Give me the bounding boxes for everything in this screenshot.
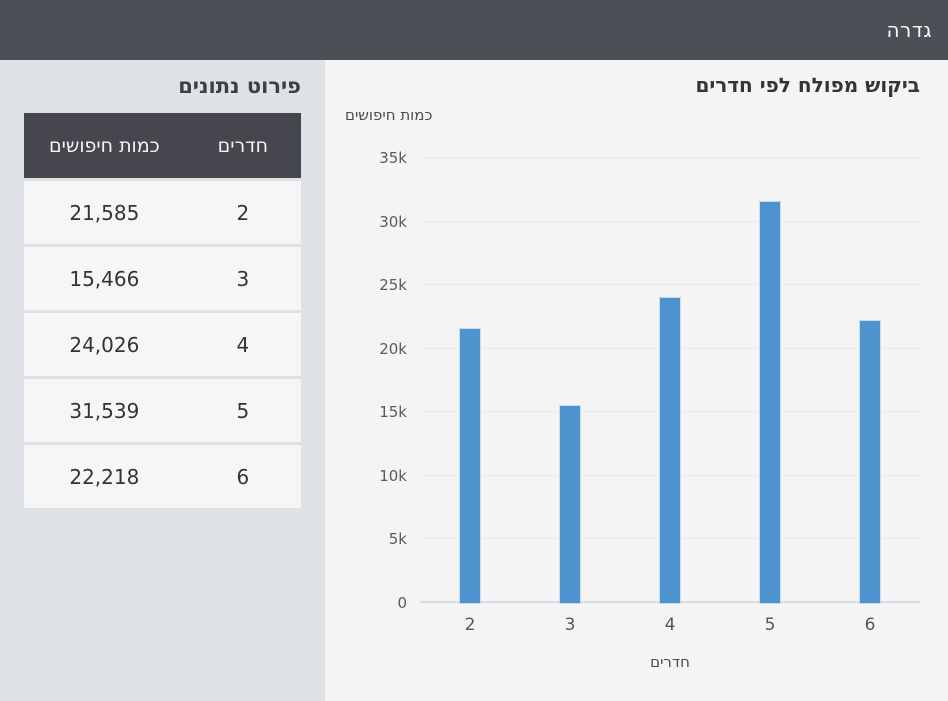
x-tick-label: 6: [864, 615, 876, 635]
table-row: 3 15,466: [24, 247, 301, 310]
cell-rooms: 3: [236, 266, 250, 291]
gridline: [420, 157, 920, 158]
column-header-rooms: חדרים: [217, 134, 269, 157]
y-tick-label: 20k: [379, 339, 407, 358]
table-row: 5 31,539: [24, 379, 301, 442]
cell-rooms: 4: [236, 332, 250, 357]
top-bar: גדרה: [0, 0, 948, 60]
x-tick-label: 5: [764, 615, 776, 635]
gridline: [420, 220, 920, 222]
table-header-row: חדרים כמות חיפושים: [24, 113, 301, 178]
y-tick-label: 25k: [379, 276, 407, 295]
data-table-body: 2 21,585 3 15,466 4 24,026 5 31,539 6 22,218: [24, 181, 301, 508]
y-tick-label: 5k: [388, 530, 407, 549]
bar-rooms-5[interactable]: [760, 202, 780, 603]
y-tick-label: 15k: [379, 403, 407, 422]
bar-chart-plot: 0 5k 10k 15k 20k 25k 30k 35k 2 3 4 5 6: [379, 149, 920, 635]
cell-searches: 22,218: [69, 464, 140, 489]
y-axis-label: כמות חיפושים: [345, 106, 433, 124]
cell-rooms: 5: [236, 398, 250, 423]
cell-searches: 21,585: [69, 200, 140, 225]
main-content: פירוט נתונים חדרים כמות חיפושים 2 21,585 3…: [0, 60, 948, 701]
y-tick-label: 0: [397, 594, 407, 612]
y-tick-label: 10k: [379, 466, 407, 485]
data-panel-title: פירוט נתונים: [178, 74, 301, 98]
x-tick-label: 3: [564, 615, 576, 635]
x-tick-label: 4: [664, 615, 676, 635]
chart-title: ביקוש מפולח לפי חדרים: [695, 73, 920, 97]
table-row: 6 22,218: [24, 445, 301, 508]
bar-rooms-2[interactable]: [460, 328, 480, 603]
y-tick-label: 35k: [379, 149, 407, 167]
x-axis-label: חדרים: [650, 653, 690, 671]
data-table: חדרים כמות חיפושים 2 21,585 3 15,466 4 24,026…: [24, 113, 301, 508]
table-row: 4 24,026: [24, 313, 301, 376]
cell-rooms: 6: [236, 464, 250, 489]
chart-panel: ביקוש מפולח לפי חדרים כמות חיפושים 0 5k 10…: [325, 60, 948, 701]
cell-searches: 31,539: [69, 398, 140, 423]
gridline: [420, 284, 920, 286]
table-row: 2 21,585: [24, 181, 301, 244]
x-tick-label: 2: [464, 615, 476, 635]
data-panel: פירוט נתונים חדרים כמות חיפושים 2 21,585 3…: [0, 60, 325, 701]
bar-rooms-3[interactable]: [560, 406, 580, 603]
cell-searches: 15,466: [69, 266, 140, 291]
column-header-searches: כמות חיפושים: [49, 134, 160, 157]
bar-rooms-4[interactable]: [660, 297, 680, 603]
cell-searches: 24,026: [69, 332, 140, 357]
bar-rooms-6[interactable]: [860, 320, 880, 603]
y-tick-label: 30k: [379, 212, 407, 231]
cell-rooms: 2: [236, 200, 250, 225]
city-title: גדרה: [886, 18, 932, 42]
